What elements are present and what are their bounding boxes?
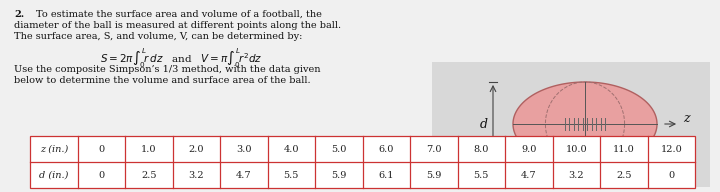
Text: 11.0: 11.0 (613, 145, 634, 153)
Text: 8.0: 8.0 (474, 145, 489, 153)
Text: 2.5: 2.5 (141, 170, 156, 180)
Text: 7.0: 7.0 (426, 145, 441, 153)
Text: 6.0: 6.0 (379, 145, 394, 153)
Text: 2.0: 2.0 (189, 145, 204, 153)
Text: 1.0: 1.0 (141, 145, 156, 153)
Text: 4.7: 4.7 (521, 170, 536, 180)
Polygon shape (513, 82, 657, 166)
Text: To estimate the surface area and volume of a football, the: To estimate the surface area and volume … (36, 10, 322, 19)
Text: diameter of the ball is measured at different points along the ball.: diameter of the ball is measured at diff… (14, 21, 341, 30)
Text: The surface area, S, and volume, V, can be determined by:: The surface area, S, and volume, V, can … (14, 32, 302, 41)
Text: 10.0: 10.0 (565, 145, 587, 153)
Text: 0: 0 (98, 170, 104, 180)
Text: 0: 0 (668, 170, 675, 180)
Text: 6.1: 6.1 (379, 170, 394, 180)
Text: 5.9: 5.9 (331, 170, 346, 180)
Text: 2.: 2. (14, 10, 24, 19)
Bar (30, 136, 695, 188)
Text: 4.0: 4.0 (284, 145, 299, 153)
Text: 3.2: 3.2 (189, 170, 204, 180)
Text: 5.0: 5.0 (331, 145, 346, 153)
Text: 5.5: 5.5 (284, 170, 299, 180)
Text: 0: 0 (98, 145, 104, 153)
Text: 2.5: 2.5 (616, 170, 631, 180)
Text: $S = 2\pi\int_{0}^{L}\!r\,dz$   and   $V = \pi\int_{0}^{L}\!r^2 dz$: $S = 2\pi\int_{0}^{L}\!r\,dz$ and $V = \… (100, 47, 262, 70)
Text: 3.2: 3.2 (568, 170, 584, 180)
Text: z: z (683, 112, 690, 124)
Text: d: d (480, 118, 488, 131)
Text: 9.0: 9.0 (521, 145, 536, 153)
Text: d (in.): d (in.) (39, 170, 68, 180)
Text: 5.9: 5.9 (426, 170, 441, 180)
Text: 3.0: 3.0 (236, 145, 251, 153)
FancyBboxPatch shape (432, 62, 710, 187)
Text: 4.7: 4.7 (236, 170, 251, 180)
Text: 5.5: 5.5 (474, 170, 489, 180)
Text: z (in.): z (in.) (40, 145, 68, 153)
Text: 12.0: 12.0 (660, 145, 682, 153)
Text: below to determine the volume and surface area of the ball.: below to determine the volume and surfac… (14, 76, 310, 85)
Text: Use the composite Simpson’s 1/3 method, with the data given: Use the composite Simpson’s 1/3 method, … (14, 65, 320, 74)
